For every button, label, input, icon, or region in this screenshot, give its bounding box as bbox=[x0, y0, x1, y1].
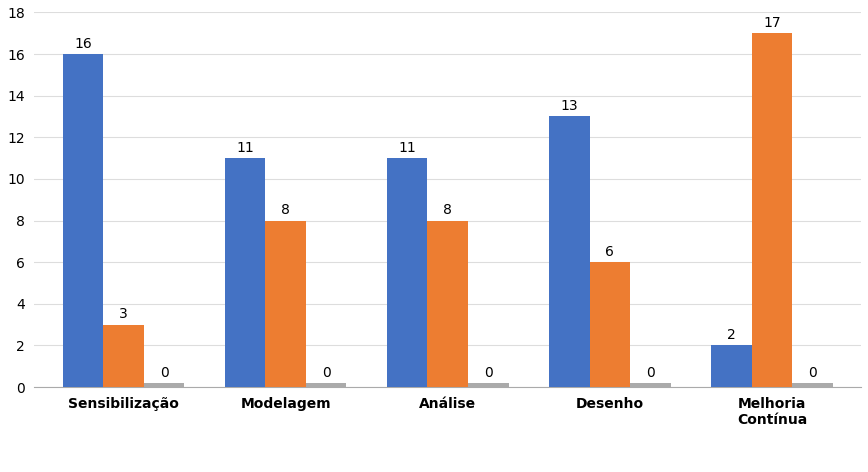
Bar bbox=[266, 220, 306, 387]
Text: 0: 0 bbox=[646, 366, 654, 380]
Bar bbox=[144, 383, 184, 387]
Text: 17: 17 bbox=[763, 16, 780, 30]
Text: 0: 0 bbox=[160, 366, 168, 380]
Text: 13: 13 bbox=[561, 100, 578, 113]
Text: 11: 11 bbox=[236, 141, 254, 155]
Text: 8: 8 bbox=[444, 203, 452, 218]
Bar bbox=[103, 325, 144, 387]
Bar bbox=[589, 262, 630, 387]
Bar bbox=[792, 383, 832, 387]
Bar bbox=[387, 158, 427, 387]
Text: 11: 11 bbox=[398, 141, 416, 155]
Bar bbox=[752, 33, 792, 387]
Bar bbox=[549, 117, 589, 387]
Text: 6: 6 bbox=[605, 245, 615, 259]
Text: 0: 0 bbox=[483, 366, 493, 380]
Text: 3: 3 bbox=[119, 307, 128, 321]
Bar bbox=[306, 383, 346, 387]
Text: 0: 0 bbox=[808, 366, 817, 380]
Bar bbox=[711, 346, 752, 387]
Bar bbox=[427, 220, 468, 387]
Text: 0: 0 bbox=[322, 366, 331, 380]
Text: 8: 8 bbox=[281, 203, 290, 218]
Bar bbox=[468, 383, 509, 387]
Text: 16: 16 bbox=[74, 37, 92, 51]
Bar bbox=[225, 158, 266, 387]
Text: 2: 2 bbox=[727, 329, 736, 342]
Bar bbox=[62, 54, 103, 387]
Bar bbox=[630, 383, 671, 387]
